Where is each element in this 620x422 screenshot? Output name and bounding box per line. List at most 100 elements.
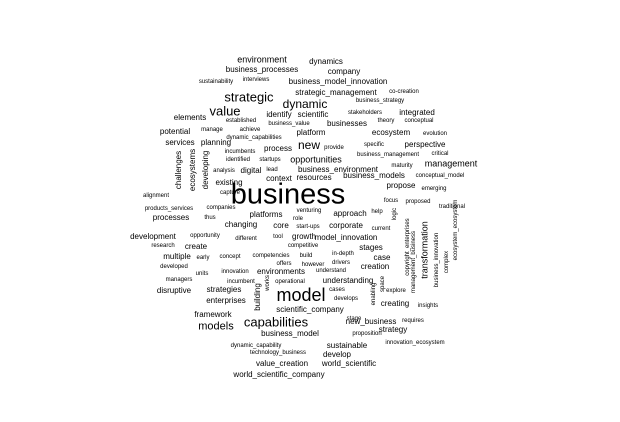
word: established	[225, 118, 257, 124]
word: changing	[224, 220, 258, 229]
word: challenges	[174, 150, 183, 190]
word: logic	[392, 207, 398, 221]
word: innovation	[221, 269, 249, 275]
word: transformation	[419, 221, 430, 279]
word: specific	[363, 142, 385, 148]
word: develops	[333, 296, 359, 302]
word: early	[196, 255, 210, 261]
word: sustainability	[198, 79, 234, 85]
word: alignment	[142, 193, 170, 199]
word: approach	[333, 209, 367, 218]
word: companies	[206, 205, 236, 211]
word: stakeholders	[347, 110, 383, 116]
word: resources	[296, 173, 332, 182]
word: competencies	[252, 253, 290, 259]
word: understanding	[322, 276, 374, 285]
word: drivers	[331, 260, 351, 266]
word: process	[263, 144, 293, 153]
word: in-depth	[332, 251, 354, 257]
word: existing	[215, 178, 243, 187]
word: value	[209, 103, 241, 119]
word: business_value	[268, 121, 310, 127]
word: creation	[360, 262, 390, 271]
word: role	[292, 216, 304, 222]
word: identified	[225, 157, 251, 163]
word: business_management	[356, 152, 420, 158]
word: strategy	[378, 325, 408, 334]
word: conceptual	[404, 118, 434, 124]
word: research	[151, 243, 175, 249]
word: identify	[266, 110, 292, 119]
word: businesses	[326, 119, 368, 128]
word: framework	[194, 310, 232, 319]
word: perspective	[404, 140, 446, 149]
word: venturing	[296, 208, 322, 214]
word: building	[253, 283, 262, 311]
word: scientific_company	[276, 305, 344, 314]
word: enabling	[371, 282, 377, 306]
word: context	[266, 174, 292, 183]
word: planning	[200, 138, 232, 147]
word: units	[195, 271, 209, 277]
word: corporate	[329, 221, 363, 230]
word: stages	[359, 243, 383, 252]
word: platform	[296, 128, 326, 137]
word: core	[273, 221, 289, 230]
word: services	[165, 138, 195, 147]
word: growth	[291, 232, 317, 241]
word: environments	[256, 267, 306, 276]
word: provide	[324, 145, 344, 151]
word: proposition	[352, 331, 382, 337]
word: disruptive	[156, 286, 192, 295]
word: new	[297, 138, 321, 152]
word: elements	[173, 113, 207, 122]
word: products_services	[144, 206, 194, 212]
word: co-creation	[389, 89, 419, 95]
word: capabilities	[243, 314, 309, 330]
word: dynamic	[282, 97, 328, 111]
word: thus	[204, 215, 216, 221]
word: opportunity	[190, 233, 220, 239]
word: analysis	[213, 168, 235, 174]
word: managers	[165, 277, 193, 283]
word: tool	[273, 234, 283, 240]
word: world_scientific_company	[233, 370, 325, 379]
word: sustainable	[326, 341, 368, 350]
word: new_business	[345, 317, 397, 326]
word: company	[327, 67, 361, 76]
word: digital	[240, 166, 262, 175]
word: different	[235, 236, 257, 242]
word: developing	[201, 150, 210, 190]
word: management	[424, 158, 478, 169]
word: maturity	[391, 163, 413, 169]
word: evolution	[422, 131, 448, 137]
word: business_innovation	[434, 232, 440, 288]
word: case	[373, 253, 391, 262]
word: business_models	[343, 171, 405, 180]
word: integrated	[399, 108, 435, 117]
word: concept	[219, 254, 241, 260]
word: ecosystems	[188, 148, 197, 192]
word: critical	[431, 151, 449, 157]
word: incumbents	[224, 149, 256, 155]
word: platforms	[249, 210, 283, 219]
word: innovation_ecosystem	[385, 340, 445, 346]
word: explore	[386, 288, 406, 294]
word: value_creation	[255, 359, 309, 368]
word: manage	[201, 127, 223, 133]
word: enterprises	[206, 296, 246, 305]
word: environment	[237, 54, 287, 65]
word-largest: business	[230, 178, 346, 211]
word: scientific	[297, 110, 329, 119]
word: model_innovation	[314, 233, 378, 242]
word: current	[371, 226, 391, 232]
word: business_environment	[297, 165, 379, 174]
word: stage	[346, 316, 362, 322]
word: conceptual_model	[415, 173, 465, 179]
word: creating	[380, 299, 410, 308]
word: strategies	[206, 285, 242, 294]
word: management_business	[411, 230, 417, 294]
word: lead	[266, 167, 278, 173]
word: offers	[276, 261, 292, 267]
